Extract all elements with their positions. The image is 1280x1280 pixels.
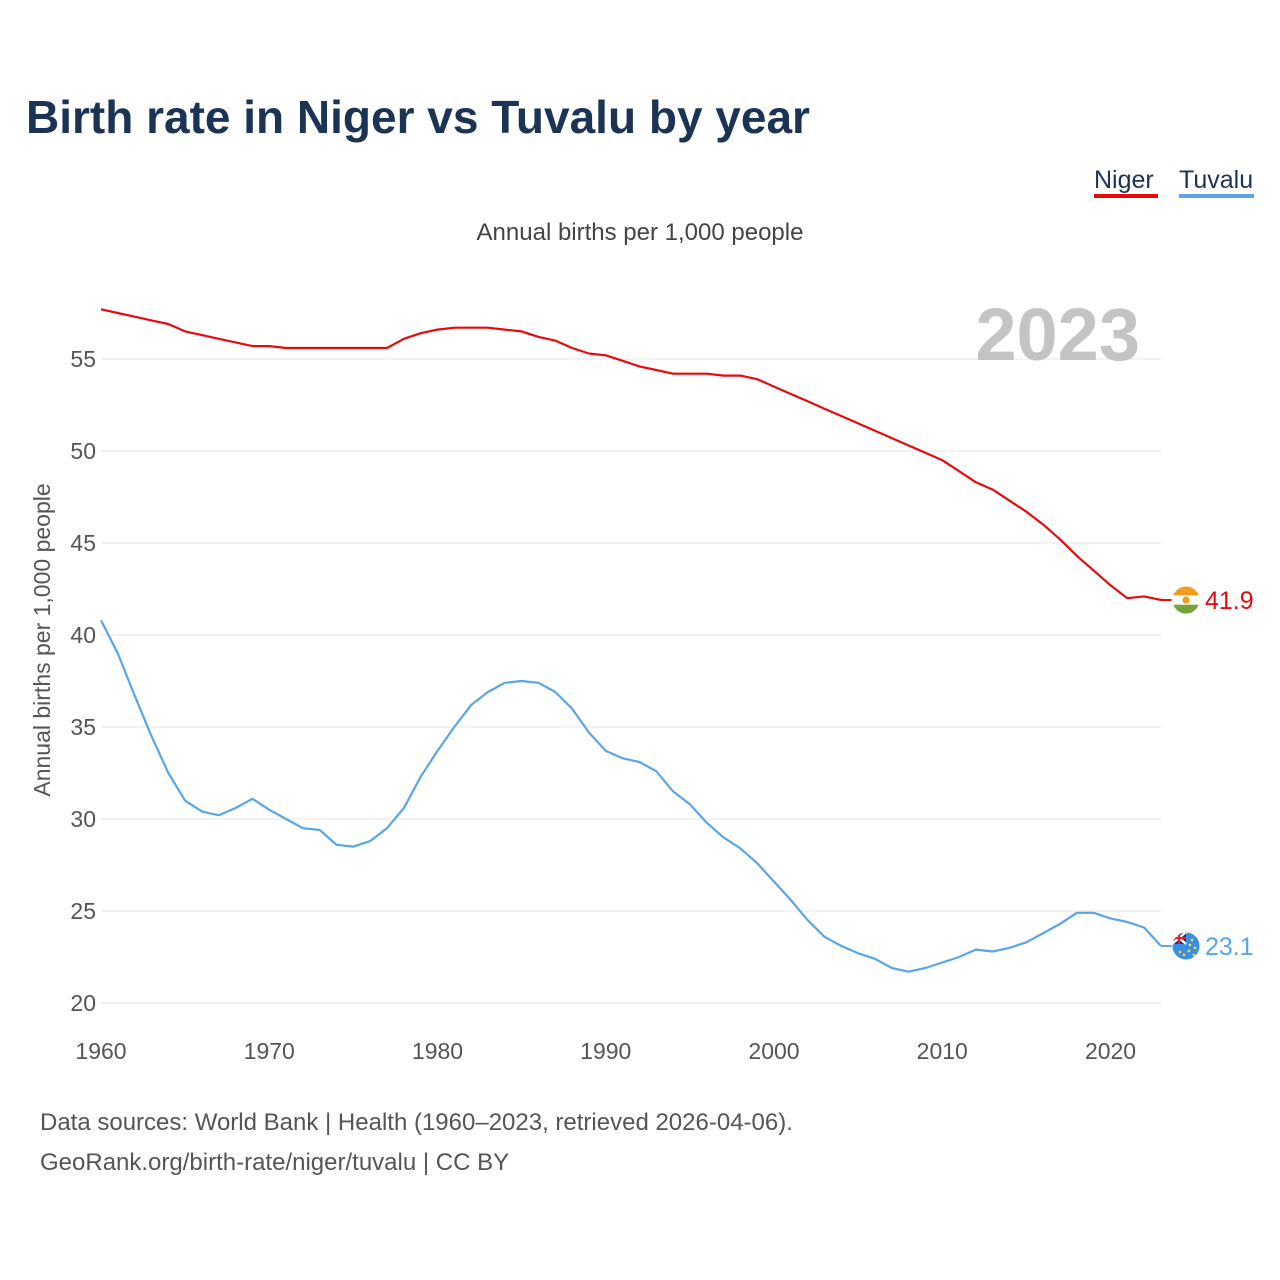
legend-item-tuvalu[interactable]: Tuvalu bbox=[1179, 166, 1253, 194]
end-value-label-tuvalu: 23.1 bbox=[1205, 933, 1254, 961]
y-tick-label: 40 bbox=[70, 622, 96, 648]
y-tick-label: 20 bbox=[70, 990, 96, 1016]
y-tick-label: 25 bbox=[70, 898, 96, 924]
x-tick-label: 1980 bbox=[412, 1038, 463, 1064]
x-tick-label: 2020 bbox=[1085, 1038, 1136, 1064]
niger-flag-icon bbox=[1171, 585, 1201, 615]
year-watermark: 2023 bbox=[975, 293, 1140, 376]
data-source-note: Data sources: World Bank | Health (1960–… bbox=[40, 1109, 793, 1136]
y-axis-label: Annual births per 1,000 people bbox=[29, 483, 55, 796]
chart-title: Birth rate in Niger vs Tuvalu by year bbox=[26, 91, 810, 143]
y-tick-label: 30 bbox=[70, 806, 96, 832]
y-tick-label: 35 bbox=[70, 714, 96, 740]
series-endpoints: 41.9 23.1 bbox=[1161, 585, 1254, 961]
series-lines bbox=[100, 308, 1162, 973]
y-tick-label: 50 bbox=[70, 438, 96, 464]
x-tick-label: 2010 bbox=[917, 1038, 968, 1064]
end-value-label-niger: 41.9 bbox=[1205, 587, 1254, 615]
y-tick-label: 45 bbox=[70, 530, 96, 556]
legend-item-niger[interactable]: Niger bbox=[1094, 166, 1154, 194]
series-line-tuvalu[interactable] bbox=[100, 619, 1162, 973]
x-tick-label: 1970 bbox=[244, 1038, 295, 1064]
x-tick-label: 2000 bbox=[748, 1038, 799, 1064]
chart-subtitle: Annual births per 1,000 people bbox=[477, 219, 804, 246]
x-tick-label: 1960 bbox=[75, 1038, 126, 1064]
tuvalu-flag-icon bbox=[1171, 931, 1201, 961]
y-axis-ticks: 20 25 30 35 40 45 50 55 bbox=[70, 346, 96, 1016]
credit-link[interactable]: GeoRank.org/birth-rate/niger/tuvalu | CC… bbox=[40, 1149, 509, 1176]
legend: Niger Tuvalu bbox=[1094, 166, 1254, 198]
series-line-niger[interactable] bbox=[100, 308, 1162, 602]
x-tick-label: 1990 bbox=[580, 1038, 631, 1064]
x-axis-ticks: 1960 1970 1980 1990 2000 2010 2020 bbox=[75, 1038, 1136, 1064]
y-tick-label: 55 bbox=[70, 346, 96, 372]
gridlines bbox=[101, 358, 1161, 1004]
